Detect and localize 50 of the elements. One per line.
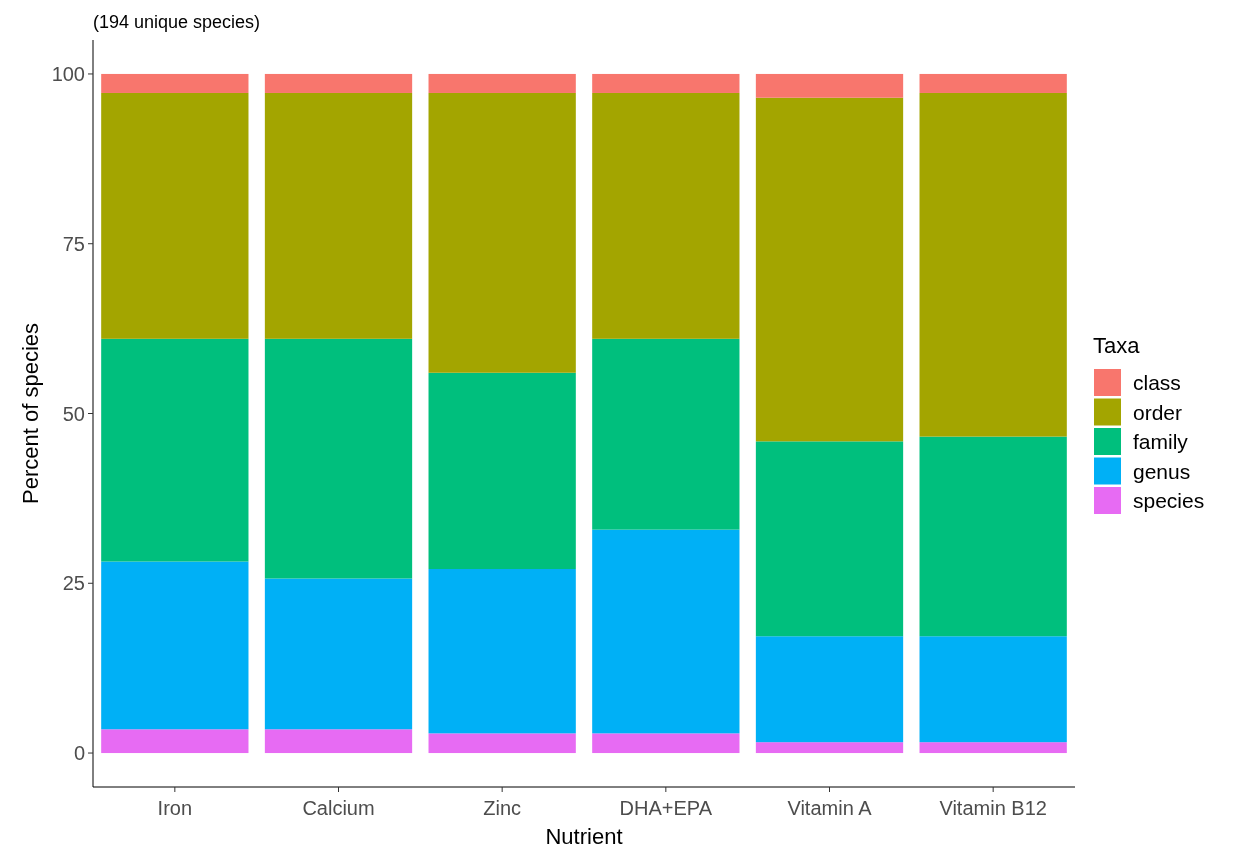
legend-label: genus: [1133, 459, 1191, 483]
bar: [428, 569, 576, 734]
bar: [428, 733, 576, 754]
y-tick-label: 75: [62, 232, 85, 255]
bar: [592, 733, 740, 754]
x-tick-label: Iron: [157, 797, 193, 819]
x-tick-label: Zinc: [483, 797, 522, 819]
bar: [919, 436, 1067, 637]
x-tick-label: Vitamin A: [787, 797, 873, 819]
bar: [264, 92, 413, 339]
y-axis-title: Percent of species: [18, 323, 43, 504]
legend-title: Taxa: [1093, 333, 1141, 358]
bar: [919, 73, 1067, 93]
y-tick-label: 25: [62, 572, 85, 595]
bar: [428, 372, 576, 570]
bar: [101, 338, 249, 562]
legend-label: order: [1133, 400, 1183, 424]
bar: [755, 73, 904, 98]
bar: [919, 636, 1067, 743]
bar: [101, 729, 249, 754]
bar: [919, 742, 1067, 754]
x-axis-title: Nutrient: [545, 824, 623, 849]
bar: [755, 97, 904, 442]
legend-label: species: [1133, 489, 1205, 513]
x-tick-label: Calcium: [302, 797, 375, 819]
x-tick-label: DHA+EPA: [619, 797, 713, 819]
bar: [919, 92, 1067, 437]
chart-title: (194 unique species): [93, 12, 261, 32]
bar: [101, 73, 249, 93]
bar: [264, 73, 413, 93]
bar: [428, 73, 576, 93]
bar: [592, 73, 740, 93]
bar: [755, 441, 904, 637]
bar: [264, 729, 413, 754]
bar: [264, 578, 413, 730]
bar: [428, 92, 576, 373]
bar: [755, 742, 904, 754]
y-tick-label: 0: [73, 742, 85, 765]
x-tick-label: Vitamin B12: [939, 797, 1047, 819]
bar: [592, 338, 740, 530]
legend-label: class: [1133, 371, 1181, 395]
bar: [755, 636, 904, 743]
legend-label: family: [1133, 430, 1189, 454]
bar: [264, 338, 413, 579]
bar: [592, 92, 740, 339]
y-tick-label: 50: [62, 402, 85, 425]
bar: [592, 529, 740, 734]
y-tick-label: 100: [51, 62, 85, 85]
bar: [101, 92, 249, 339]
bar: [101, 561, 249, 730]
